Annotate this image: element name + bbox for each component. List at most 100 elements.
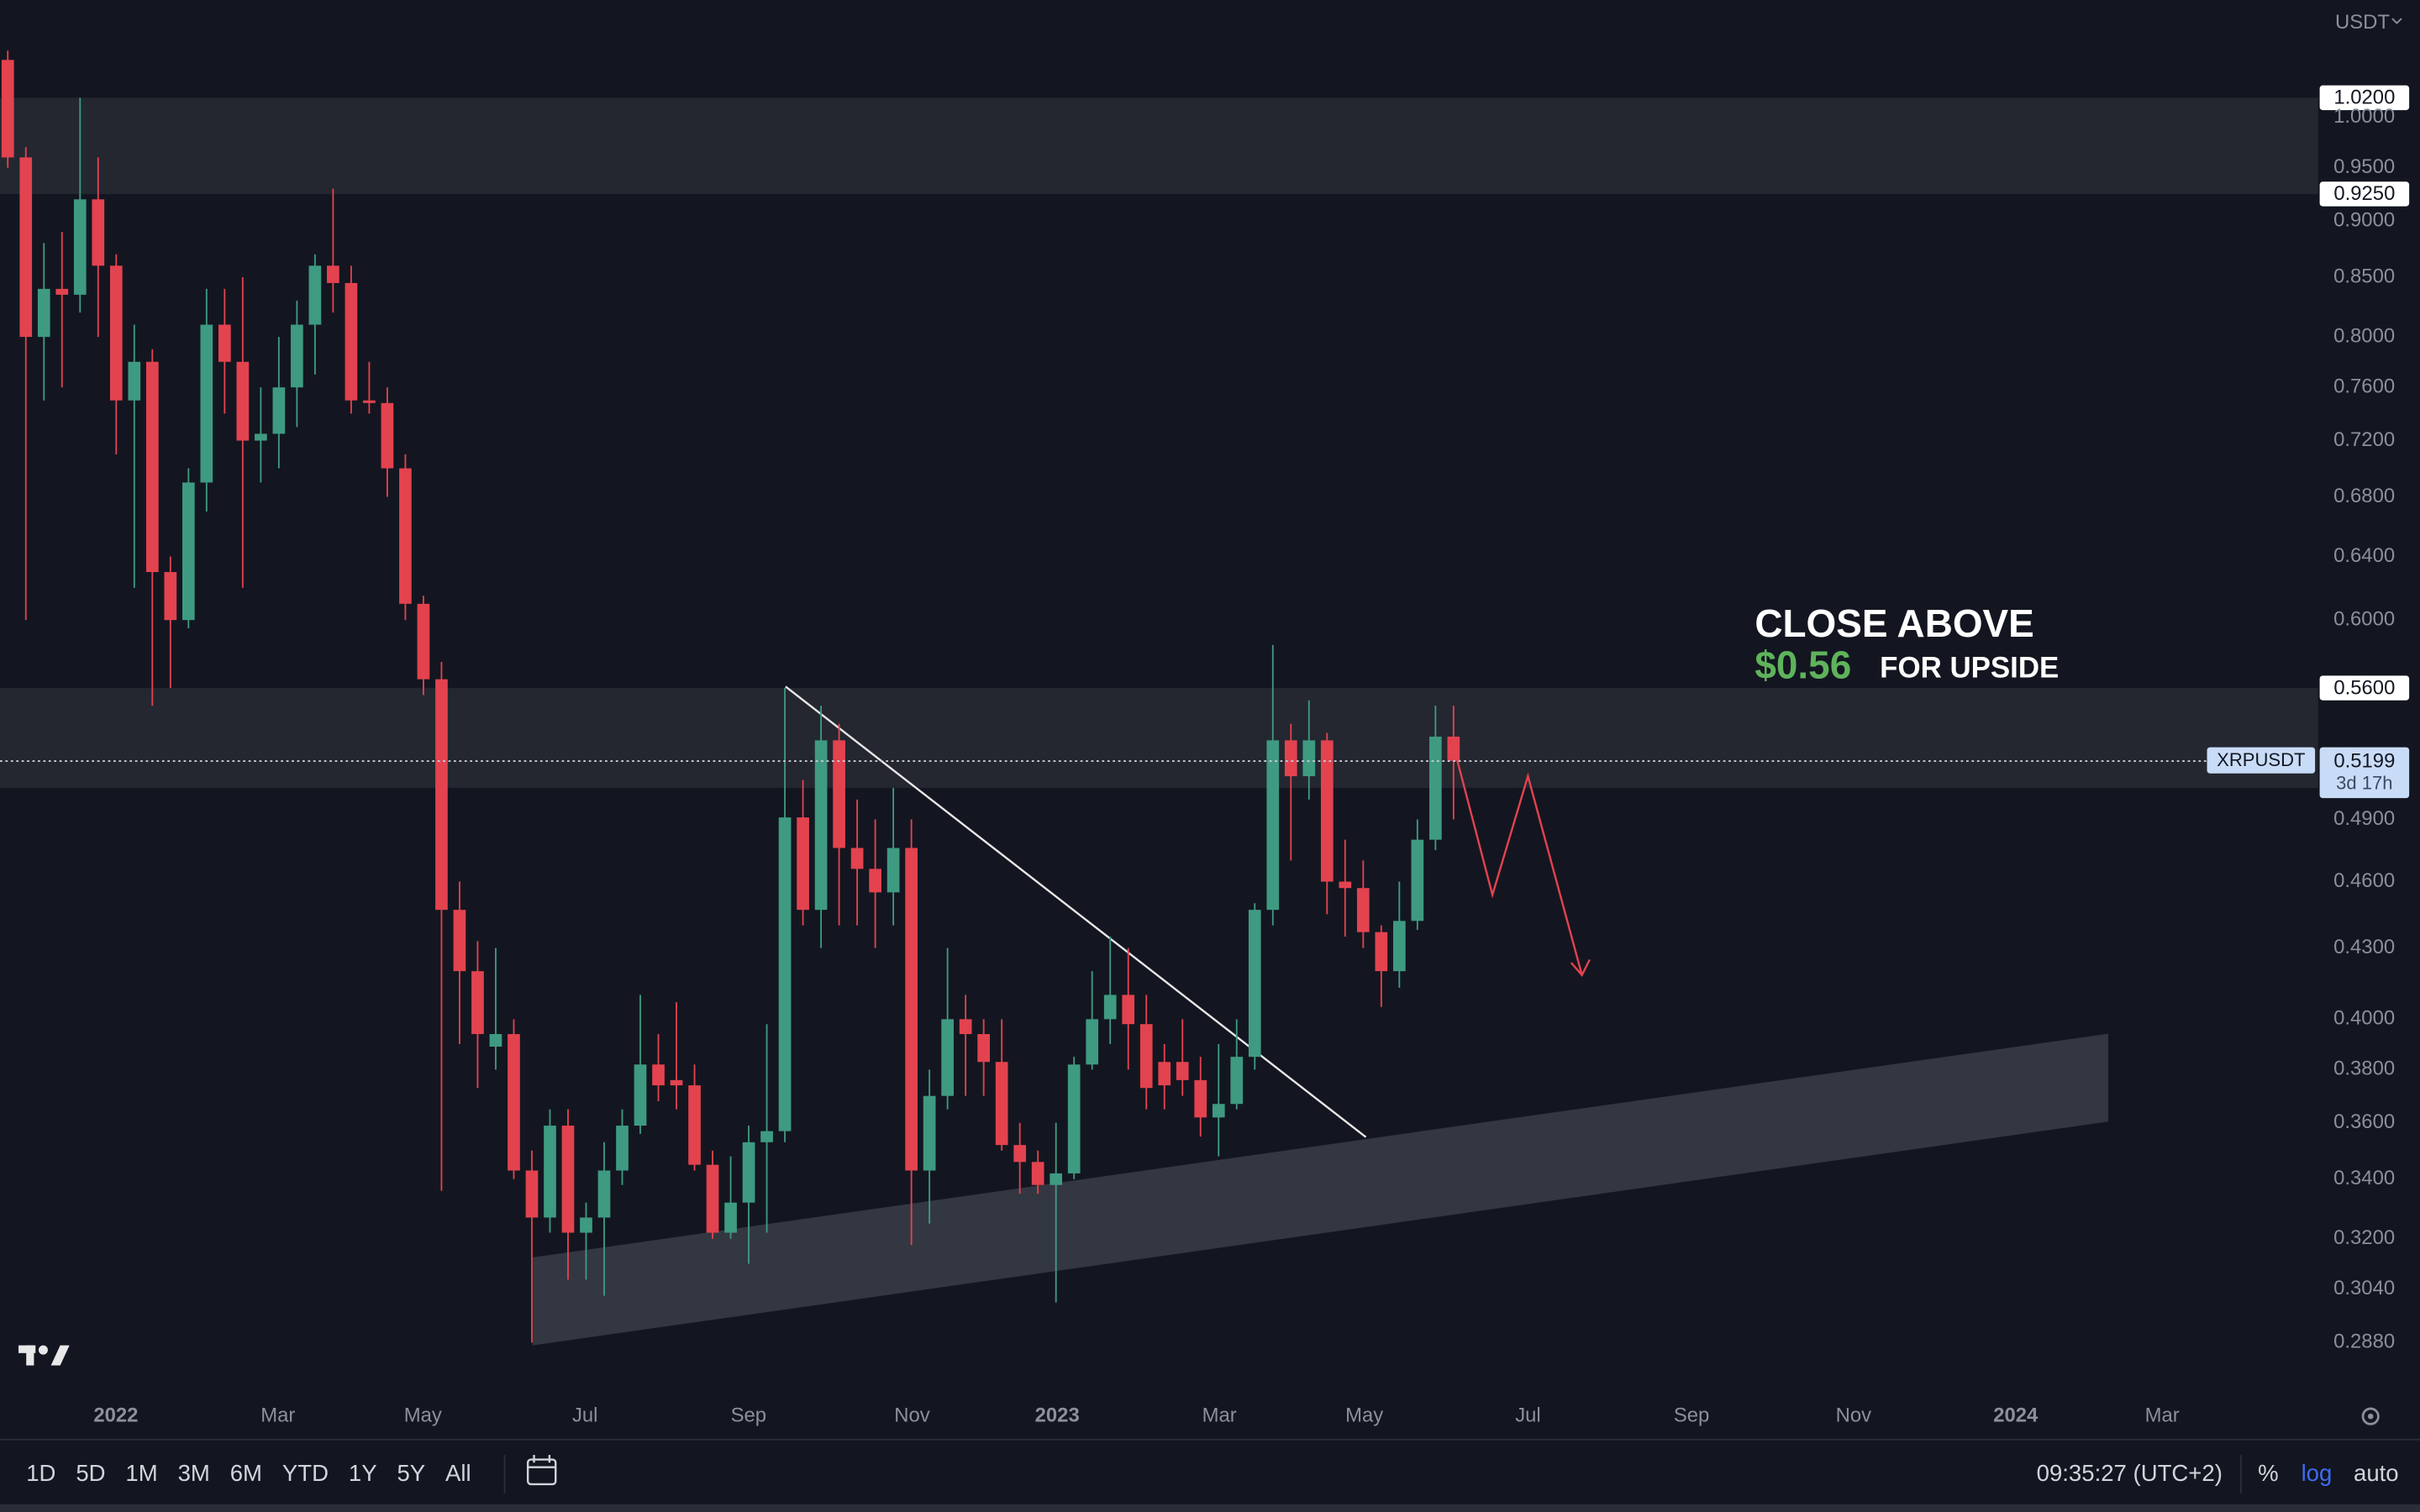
candle-body [182,482,195,621]
candle-body [959,1019,972,1035]
zone [0,688,2318,788]
candle-body [92,199,105,266]
candle-body [128,361,141,401]
candle-body [1356,888,1370,932]
x-tick-label: Jul [1515,1404,1541,1426]
settings-icon[interactable] [2361,1407,2380,1425]
x-tick-label: Nov [894,1404,930,1426]
candle-body [1176,1062,1189,1080]
candle-body [164,572,177,621]
currency: USDT [2335,11,2390,34]
range-button[interactable]: 5Y [397,1460,425,1486]
candles [1,50,1460,1343]
range-button[interactable]: 5D [76,1460,105,1486]
candle-body [850,848,864,869]
candle-body [706,1164,719,1233]
price-badge-label: 0.5600 [2333,676,2395,699]
candle-body [1302,740,1316,777]
y-tick-label: 0.3600 [2333,1110,2395,1133]
range-button[interactable]: 1M [125,1460,157,1486]
candle-body [1013,1145,1027,1163]
candle-body [1050,1173,1063,1185]
range-button[interactable]: 6M [230,1460,262,1486]
candle-body [634,1064,647,1126]
candle-body [272,387,286,434]
price-badge-label: 0.9250 [2333,182,2395,205]
candle-body [797,817,809,911]
x-tick-label: Mar [2145,1404,2180,1426]
symbol-badge-label: XRPUSDT [2217,749,2305,770]
candle-body [1,60,14,158]
candle-body [417,603,430,680]
y-tick-label: 0.3800 [2333,1058,2395,1080]
candle-body [544,1126,556,1218]
candle-body [1428,736,1442,840]
y-tick-label: 0.4000 [2333,1007,2395,1030]
candle-body [580,1217,592,1233]
candle-body [1248,910,1261,1058]
y-tick-label: 0.6400 [2333,544,2395,567]
log-toggle[interactable]: log [2302,1460,2333,1486]
candle-body [508,1034,520,1171]
price-badge-label: 1.0200 [2333,87,2395,109]
x-tick-label: 2024 [1993,1404,2039,1426]
symbol-badge [2207,747,2316,774]
y-tick-label: 0.3400 [2333,1167,2395,1189]
x-tick-label: Nov [1836,1404,1872,1426]
range-button[interactable]: 3M [178,1460,210,1486]
candle-body [363,400,376,403]
y-tick-label: 0.3200 [2333,1226,2395,1249]
y-tick-label: 0.6800 [2333,485,2395,507]
candle-body [1194,1079,1207,1118]
candle-body [55,288,69,295]
candle-body [923,1095,936,1171]
candle-body [308,265,322,325]
price-badge [2319,675,2410,701]
candle-body [670,1079,683,1086]
y-tick-label: 0.7200 [2333,428,2395,451]
candle-body [291,324,303,388]
candle-body [977,1034,991,1063]
range-button[interactable]: 1Y [349,1460,377,1486]
y-tick-label: 0.8000 [2333,324,2395,347]
annotation-line2: FOR UPSIDE [1880,651,2059,684]
clock: 09:35:27 (UTC+2) [2037,1460,2223,1486]
x-tick-label: Sep [1674,1404,1709,1426]
x-tick-label: 2023 [1035,1404,1080,1426]
candle-body [489,1034,502,1047]
candle-body [833,740,845,848]
candle-body [760,1131,773,1142]
y-tick-label: 0.4300 [2333,936,2395,958]
auto-toggle[interactable]: auto [2354,1460,2399,1486]
x-tick-label: May [1345,1404,1383,1426]
y-tick-label: 0.7600 [2333,375,2395,397]
y-tick-label: 0.9000 [2333,208,2395,231]
range-button[interactable]: All [445,1460,471,1486]
arrow-head [1570,958,1591,977]
candle-body [688,1085,701,1165]
support-channel [532,1033,2108,1346]
candle-body [941,1019,954,1096]
candle-body [869,869,881,893]
last-price-badge [2319,747,2410,799]
candle-body [561,1126,575,1233]
candle-body [1375,932,1388,972]
candle-body [814,740,828,911]
settings-icon-dot [2367,1413,2374,1420]
candle-body [327,265,339,283]
candle-body [453,910,466,972]
candle-body [1139,1024,1153,1089]
y-tick-label: 0.6000 [2333,607,2395,630]
candle-body [1320,740,1334,882]
candle-body [886,848,900,893]
zones [0,97,2318,788]
candle-body [73,199,87,295]
percent-toggle[interactable]: % [2258,1460,2279,1486]
range-button[interactable]: 1D [26,1460,55,1486]
range-button[interactable]: YTD [282,1460,329,1486]
calendar-icon[interactable] [526,1455,557,1486]
candle-body [905,848,918,1171]
x-tick-label: Jul [572,1404,598,1426]
